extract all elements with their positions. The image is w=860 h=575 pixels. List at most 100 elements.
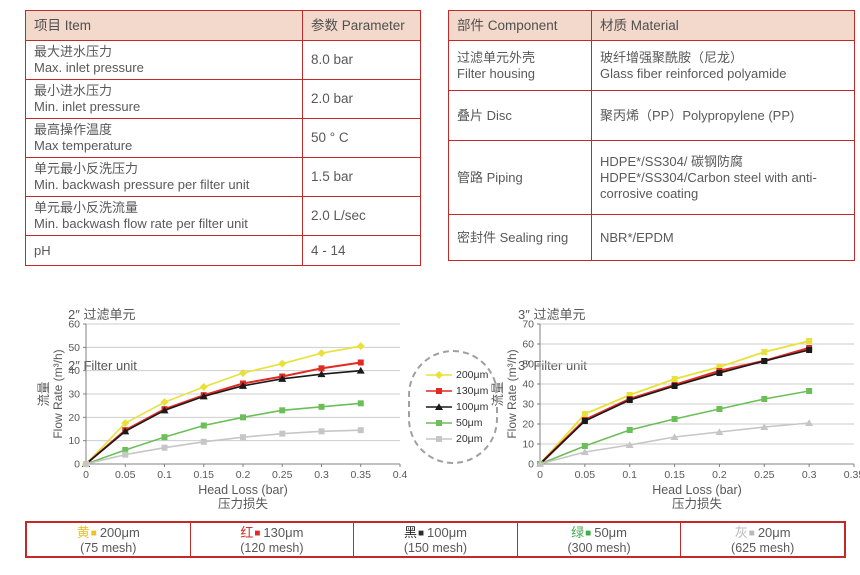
svg-text:0.25: 0.25 [754, 469, 775, 481]
svg-text:50: 50 [68, 342, 80, 354]
table-header-row: 项目 Item 参数 Parameter [25, 10, 421, 41]
mesh-legend-bar: 黄■ 200μm (75 mesh) 红■ 130μm (120 mesh) 黑■ 1… [25, 521, 846, 558]
svg-text:0: 0 [537, 469, 543, 481]
svg-text:0: 0 [528, 459, 534, 471]
component-cell: 管路 Piping [448, 140, 592, 215]
material-cell: NBR*/EPDM [591, 214, 855, 261]
svg-text:0.3: 0.3 [802, 469, 817, 481]
table-row: 管路 Piping HDPE*/SS304/ 碳钢防腐 HDPE*/SS304/C… [448, 140, 855, 215]
spec-value-cell: 2.0 L/sec [302, 196, 421, 236]
color-swatch-icon: ■ [585, 528, 592, 539]
svg-text:0.1: 0.1 [622, 469, 637, 481]
material-cell: 玻纤增强聚酰胺（尼龙） Glass fiber reinforced polyam… [591, 40, 855, 91]
svg-text:流量: 流量 [37, 381, 51, 406]
svg-text:0.15: 0.15 [664, 469, 685, 481]
svg-text:Head Loss (bar): Head Loss (bar) [652, 483, 742, 497]
table-row: 最小进水压力 Min. inlet pressure 2.0 bar [25, 79, 421, 119]
spec-value-cell: 1.5 bar [302, 157, 421, 197]
legend-item: 100μm [426, 401, 488, 413]
svg-text:10: 10 [522, 439, 534, 451]
legend-item: 50μm [426, 417, 482, 429]
svg-text:压力损失: 压力损失 [672, 496, 723, 511]
table-row: 过滤单元外壳 Filter housing 玻纤增强聚酰胺（尼龙） Glass fi… [448, 40, 855, 91]
color-swatch-icon: ■ [748, 528, 755, 539]
svg-text:20: 20 [522, 419, 534, 431]
legend-label: 50μm [456, 417, 483, 429]
svg-text:0.35: 0.35 [844, 469, 860, 481]
table-row: 叠片 Disc 聚丙烯（PP）Polypropylene (PP) [448, 90, 855, 141]
spec-value-cell: 50 ° C [302, 118, 421, 158]
svg-text:0.15: 0.15 [194, 469, 215, 481]
svg-text:70: 70 [522, 319, 534, 331]
svg-text:0: 0 [74, 459, 80, 471]
table-header-row: 部件 Component 材质 Material [448, 10, 855, 41]
svg-text:Head Loss (bar): Head Loss (bar) [198, 483, 288, 497]
svg-text:0.05: 0.05 [115, 469, 136, 481]
svg-text:0.3: 0.3 [314, 469, 329, 481]
flow-rate-chart-2inch: 0 10 20 30 40 50 60 0 0.05 0.1 0.15 0.2 0.25 0.3 0.35 0… [37, 319, 408, 512]
color-swatch-icon: ■ [90, 528, 97, 539]
svg-text:0: 0 [83, 469, 89, 481]
spec-table: 项目 Item 参数 Parameter 最大进水压力 Max. inlet pr… [25, 10, 421, 266]
legend-swatch-icon [426, 436, 452, 442]
legend-label: 20μm [456, 433, 483, 445]
svg-text:0.2: 0.2 [236, 469, 251, 481]
legend-swatch-icon [426, 403, 452, 410]
table-row: 单元最小反洗压力 Min. backwash pressure per filte… [25, 157, 421, 197]
svg-text:50: 50 [522, 359, 534, 371]
component-cell: 过滤单元外壳 Filter housing [448, 40, 592, 91]
component-cell: 密封件 Sealing ring [448, 214, 592, 261]
svg-text:30: 30 [68, 389, 80, 401]
legend-label: 100μm [456, 401, 489, 413]
spec-item-cell: 单元最小反洗压力 Min. backwash pressure per filte… [25, 157, 303, 197]
svg-text:20: 20 [68, 412, 80, 424]
svg-text:60: 60 [522, 339, 534, 351]
spec-item-cell: 单元最小反洗流量 Min. backwash flow rate per filt… [25, 196, 303, 236]
flow-rate-chart-3inch: 0 10 20 30 40 50 60 70 0 0.05 0.1 0.15 0.2 0.25 0.3 0.3… [491, 319, 860, 512]
mesh-legend-cell-130um: 红■ 130μm (120 mesh) [191, 523, 355, 556]
mesh-legend-cell-200um: 黄■ 200μm (75 mesh) [27, 523, 191, 556]
svg-text:0.35: 0.35 [351, 469, 372, 481]
legend-swatch-icon [426, 388, 452, 394]
legend-label: 200μm [456, 369, 489, 381]
spec-header-parameter: 参数 Parameter [302, 10, 421, 41]
material-cell: 聚丙烯（PP）Polypropylene (PP) [591, 90, 855, 141]
svg-text:10: 10 [68, 435, 80, 447]
component-cell: 叠片 Disc [448, 90, 592, 141]
spec-value-cell: 8.0 bar [302, 40, 421, 80]
color-swatch-icon: ■ [417, 528, 424, 539]
svg-text:0.2: 0.2 [712, 469, 727, 481]
spec-value-cell: 4 - 14 [302, 235, 421, 266]
svg-text:0.4: 0.4 [393, 469, 408, 481]
legend-item: 130μm [426, 385, 488, 397]
table-row: 单元最小反洗流量 Min. backwash flow rate per filt… [25, 196, 421, 236]
spec-header-item: 项目 Item [25, 10, 303, 41]
mesh-legend-cell-100um: 黑■ 100μm (150 mesh) [354, 523, 518, 556]
legend-label: 130μm [456, 385, 489, 397]
spec-item-cell: 最大进水压力 Max. inlet pressure [25, 40, 303, 80]
materials-header-component: 部件 Component [448, 10, 592, 41]
svg-text:0.1: 0.1 [157, 469, 172, 481]
svg-text:0.05: 0.05 [575, 469, 596, 481]
svg-text:60: 60 [68, 319, 80, 331]
materials-header-material: 材质 Material [591, 10, 855, 41]
spec-item-cell: pH [25, 235, 303, 266]
svg-text:40: 40 [68, 365, 80, 377]
legend-swatch-icon [426, 420, 452, 426]
svg-text:Flow Rate (m³/h): Flow Rate (m³/h) [51, 349, 65, 438]
material-cell: HDPE*/SS304/ 碳钢防腐 HDPE*/SS304/Carbon stee… [591, 140, 855, 215]
table-row: 密封件 Sealing ring NBR*/EPDM [448, 214, 855, 261]
spec-value-cell: 2.0 bar [302, 79, 421, 119]
svg-text:压力损失: 压力损失 [218, 496, 269, 511]
legend-item: 200μm [426, 369, 488, 381]
spec-item-cell: 最高操作温度 Max temperature [25, 118, 303, 158]
chart-title-2inch: 2″ 过滤单元 2″ Filter unit [68, 307, 137, 373]
table-row: pH 4 - 14 [25, 235, 421, 266]
legend-swatch-icon [426, 371, 452, 379]
mesh-legend-cell-20um: 灰■ 20μm (625 mesh) [731, 525, 795, 555]
table-row: 最高操作温度 Max temperature 50 ° C [25, 118, 421, 158]
svg-text:0.25: 0.25 [272, 469, 293, 481]
mesh-legend-cell-50um: 绿■ 50μm (300 mesh) [518, 523, 682, 556]
svg-text:40: 40 [522, 379, 534, 391]
color-swatch-icon: ■ [254, 528, 261, 539]
